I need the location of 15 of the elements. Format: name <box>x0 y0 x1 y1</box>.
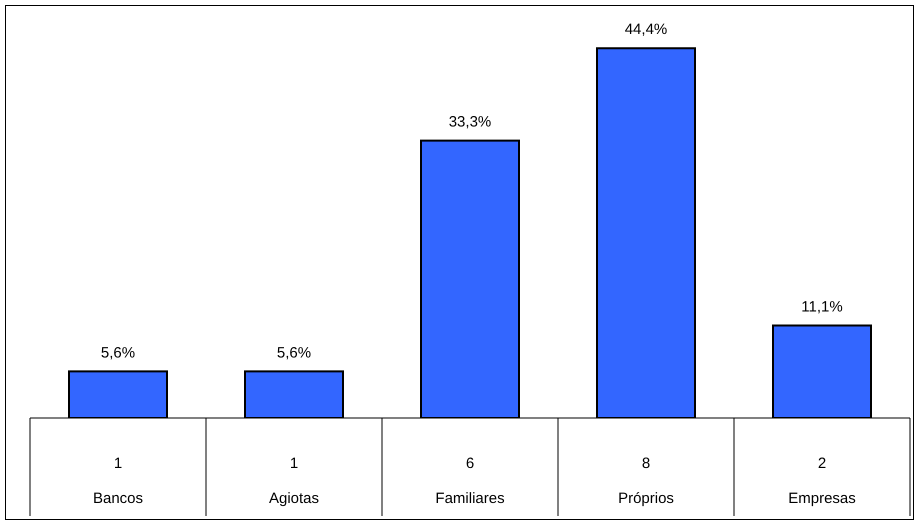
data-label: 33,3% <box>448 114 492 131</box>
data-label: 5,6% <box>276 344 312 362</box>
data-label: 11,1% <box>801 298 843 316</box>
data-label: 5,6% <box>100 344 136 362</box>
text: 8 <box>642 455 650 472</box>
x-tick-label: Próprios <box>618 490 674 507</box>
text: 1 <box>290 455 298 472</box>
x-tick-label: Familiares <box>435 490 505 507</box>
x-tick-label: Agiotas <box>268 490 320 507</box>
text: 1 <box>114 455 122 472</box>
text: 2 <box>818 455 826 472</box>
text: 6 <box>466 455 474 472</box>
x-tick-label: Bancos <box>92 490 144 507</box>
data-label: 44,4% <box>624 21 668 38</box>
x-tick-label: Empresas <box>788 490 856 507</box>
